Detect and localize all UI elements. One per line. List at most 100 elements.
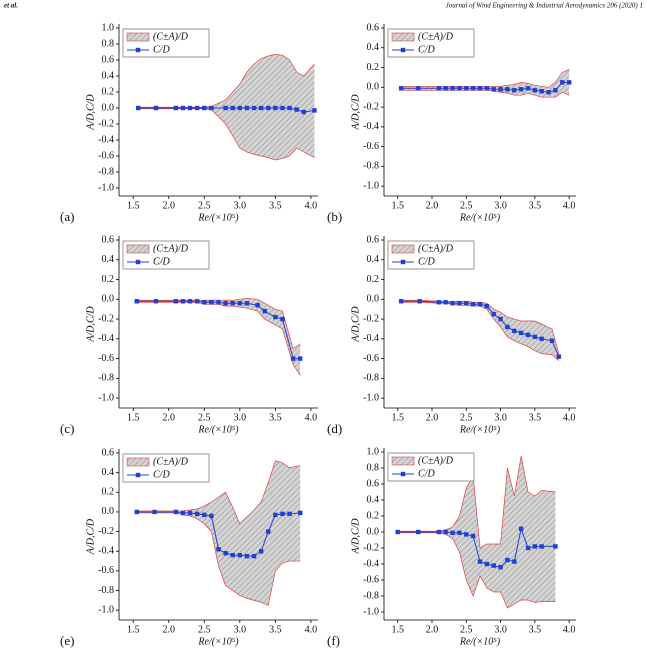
x-tick-label: 3.0 bbox=[234, 200, 247, 211]
cd-marker bbox=[477, 302, 483, 307]
cd-marker bbox=[244, 301, 250, 306]
legend-label: (C±A)/D bbox=[153, 31, 189, 42]
x-tick-label: 3.5 bbox=[529, 624, 542, 635]
x-axis-label: Re/(×10⁵) bbox=[459, 212, 501, 223]
cd-marker bbox=[532, 544, 538, 549]
legend-label: C/D bbox=[153, 256, 170, 267]
cd-marker bbox=[491, 563, 496, 568]
y-tick-label: -1.0 bbox=[98, 392, 114, 403]
y-tick-label: -0.6 bbox=[98, 353, 114, 364]
cd-marker bbox=[556, 354, 562, 359]
x-tick-label: 1.5 bbox=[391, 412, 404, 423]
cd-marker bbox=[237, 105, 243, 111]
legend-swatch bbox=[391, 456, 415, 466]
y-tick-label: -1.0 bbox=[363, 180, 379, 191]
cd-marker bbox=[450, 86, 455, 91]
y-axis-label: A/D,C/D bbox=[85, 306, 96, 343]
band-lower bbox=[138, 108, 315, 161]
cd-marker bbox=[532, 88, 538, 93]
legend-label: (C±A)/D bbox=[418, 31, 454, 42]
cd-marker bbox=[262, 308, 267, 314]
cd-marker bbox=[230, 301, 235, 306]
y-tick-label: -0.4 bbox=[98, 333, 114, 344]
x-tick-label: 2.5 bbox=[460, 624, 473, 635]
cd-marker bbox=[266, 529, 271, 534]
cd-marker bbox=[525, 545, 531, 551]
x-tick-label: 2.5 bbox=[198, 412, 211, 423]
cd-marker bbox=[539, 89, 544, 94]
cd-marker bbox=[539, 544, 544, 549]
cd-marker bbox=[280, 105, 285, 111]
x-tick-label: 2.5 bbox=[198, 200, 211, 211]
cd-marker bbox=[505, 324, 510, 330]
cd-marker bbox=[539, 336, 544, 342]
cd-marker bbox=[237, 552, 243, 558]
cd-marker bbox=[398, 299, 404, 304]
y-tick-label: -0.6 bbox=[98, 150, 114, 161]
y-tick-label: 0.0 bbox=[367, 82, 380, 93]
cd-marker bbox=[560, 80, 565, 85]
y-tick-label: -0.4 bbox=[98, 134, 114, 145]
y-axis-label: A/D,C/D bbox=[85, 518, 96, 555]
cd-marker bbox=[216, 300, 221, 305]
cd-marker bbox=[518, 330, 524, 336]
cd-marker bbox=[194, 105, 200, 111]
cd-marker bbox=[194, 511, 200, 517]
x-tick-label: 2.0 bbox=[426, 200, 439, 211]
cd-marker bbox=[477, 86, 483, 91]
band-lower bbox=[397, 532, 556, 609]
y-tick-label: -0.6 bbox=[363, 141, 379, 152]
cd-marker bbox=[470, 533, 476, 539]
cd-marker bbox=[491, 311, 496, 317]
cd-marker bbox=[180, 299, 186, 304]
cd-marker bbox=[223, 301, 228, 306]
cd-marker bbox=[173, 299, 179, 304]
x-tick-label: 1.5 bbox=[127, 200, 140, 211]
cd-marker bbox=[436, 86, 442, 91]
cd-marker bbox=[549, 338, 555, 343]
y-tick-label: 0.4 bbox=[367, 494, 380, 505]
cd-marker bbox=[209, 105, 214, 111]
y-tick-label: -0.8 bbox=[363, 373, 379, 384]
y-tick-label: -0.2 bbox=[98, 526, 114, 537]
cd-marker bbox=[443, 86, 448, 91]
band-fill bbox=[401, 69, 570, 98]
legend-swatch bbox=[126, 244, 150, 254]
cd-marker bbox=[450, 301, 455, 306]
y-tick-label: -0.2 bbox=[98, 118, 114, 129]
cd-marker bbox=[223, 105, 228, 111]
cd-marker bbox=[135, 105, 141, 111]
cd-marker bbox=[470, 86, 476, 91]
cd-marker bbox=[273, 512, 278, 518]
cd-marker bbox=[491, 87, 496, 92]
x-tick-label: 2.0 bbox=[163, 200, 176, 211]
cd-marker bbox=[294, 107, 299, 112]
y-tick-label: 0.2 bbox=[367, 62, 380, 73]
cd-marker bbox=[512, 559, 517, 564]
y-tick-label: 0.0 bbox=[102, 102, 115, 113]
x-tick-label: 1.5 bbox=[127, 624, 140, 635]
cd-marker bbox=[470, 302, 476, 307]
legend-swatch bbox=[391, 244, 415, 254]
cd-marker bbox=[443, 529, 448, 535]
x-tick-label: 2.5 bbox=[460, 200, 473, 211]
y-tick-label: 0.0 bbox=[102, 506, 115, 517]
cd-marker bbox=[134, 509, 139, 515]
x-axis-label: Re/(×10⁵) bbox=[459, 636, 501, 647]
x-tick-label: 4.0 bbox=[305, 200, 318, 211]
cd-marker bbox=[173, 509, 179, 515]
cd-marker bbox=[498, 565, 503, 570]
cd-marker bbox=[244, 553, 250, 559]
legend-marker bbox=[135, 47, 141, 53]
legend-marker bbox=[135, 259, 141, 265]
legend-label: C/D bbox=[418, 44, 435, 55]
x-tick-label: 3.0 bbox=[234, 412, 247, 423]
cd-marker bbox=[202, 300, 207, 305]
y-tick-label: -0.4 bbox=[363, 121, 379, 132]
cd-marker bbox=[134, 299, 139, 304]
cd-marker bbox=[187, 510, 193, 516]
cd-marker bbox=[153, 299, 159, 304]
cd-marker bbox=[280, 511, 285, 517]
x-tick-label: 4.0 bbox=[563, 624, 576, 635]
band-fill bbox=[401, 300, 559, 361]
